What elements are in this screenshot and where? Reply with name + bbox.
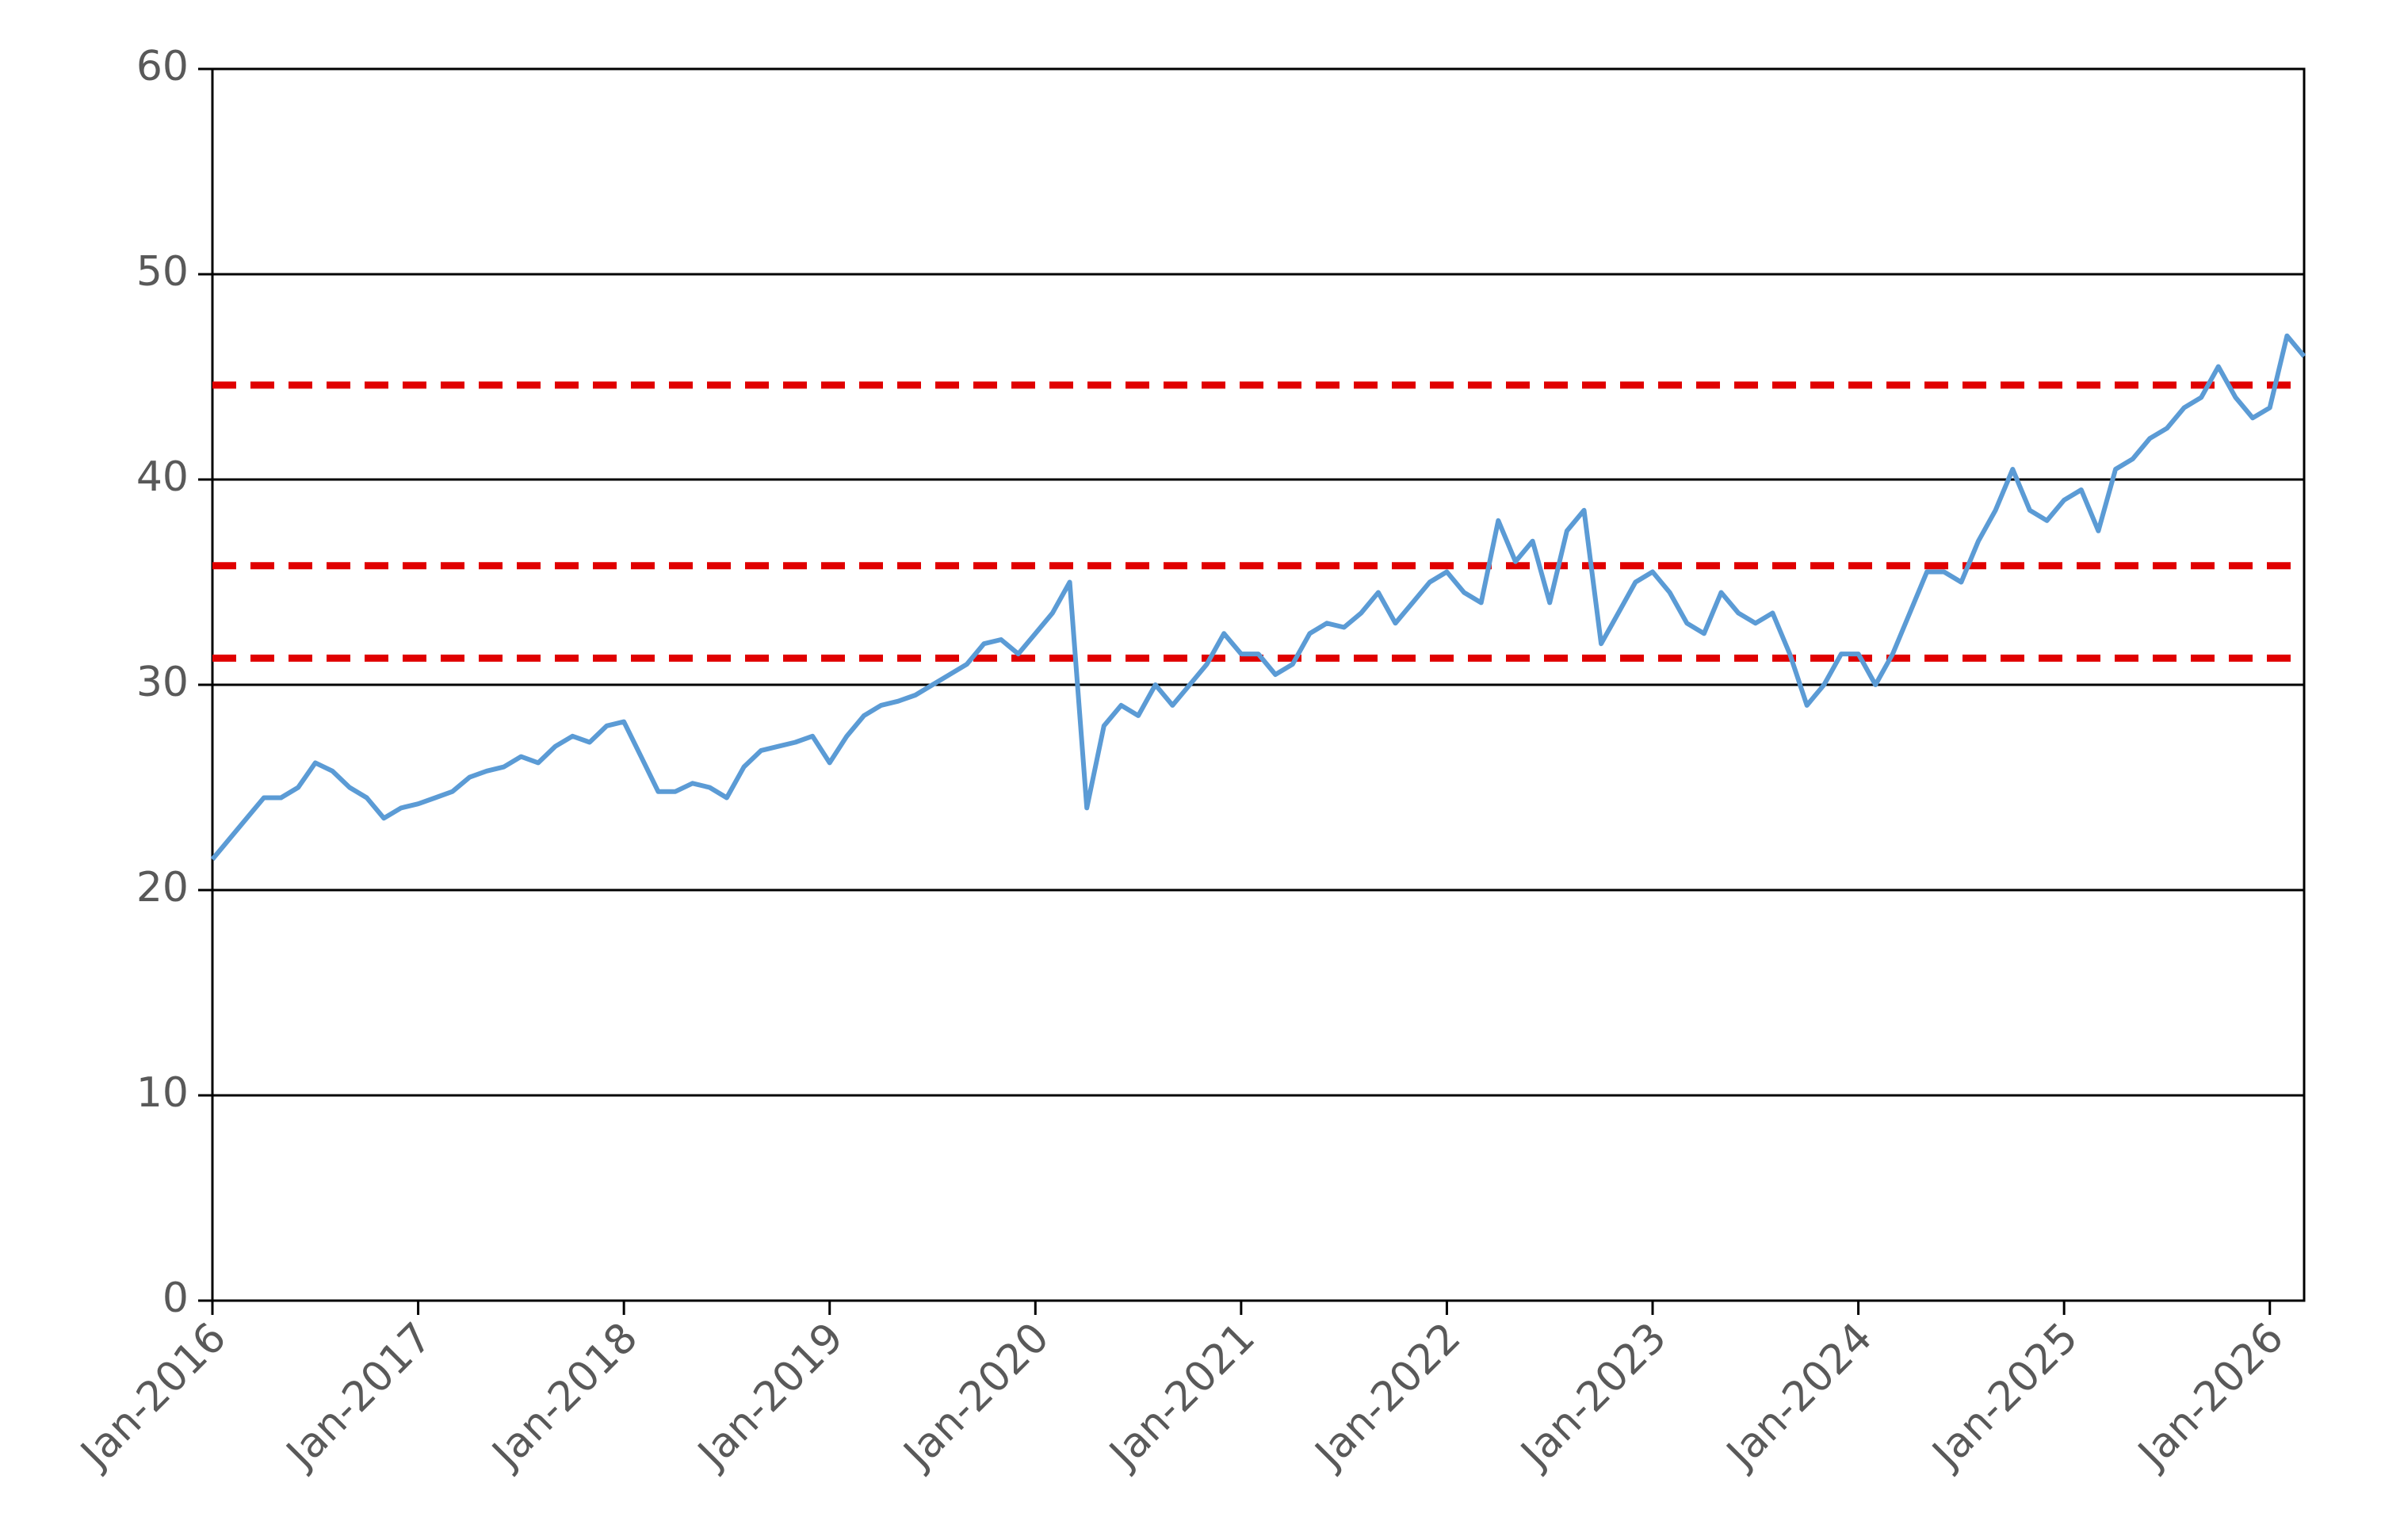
y-tick-label: 40 [136, 453, 189, 501]
x-tick-label: Jan-2026 [2128, 1314, 2293, 1479]
x-tick-label: Jan-2018 [482, 1314, 647, 1479]
x-tick-label: Jan-2021 [1099, 1314, 1264, 1479]
y-tick-label: 10 [136, 1069, 189, 1117]
y-tick-label: 0 [162, 1274, 189, 1322]
x-tick-label: Jan-2022 [1305, 1314, 1469, 1479]
x-tick-label: Jan-2019 [688, 1314, 853, 1479]
x-tick-label: Jan-2024 [1717, 1314, 1882, 1479]
x-tick-label: Jan-2017 [277, 1314, 441, 1479]
x-tick-label: Jan-2016 [71, 1314, 235, 1479]
x-tick-label: Jan-2020 [893, 1314, 1058, 1479]
y-tick-label: 20 [136, 864, 189, 911]
y-tick-label: 60 [136, 43, 189, 90]
x-tick-label: Jan-2025 [1922, 1314, 2087, 1479]
plot-border [211, 67, 2306, 1302]
y-tick-label: 50 [136, 248, 189, 296]
data-line [210, 333, 2306, 862]
x-tick-label: Jan-2023 [1511, 1314, 1676, 1479]
y-tick-label: 30 [136, 659, 189, 706]
